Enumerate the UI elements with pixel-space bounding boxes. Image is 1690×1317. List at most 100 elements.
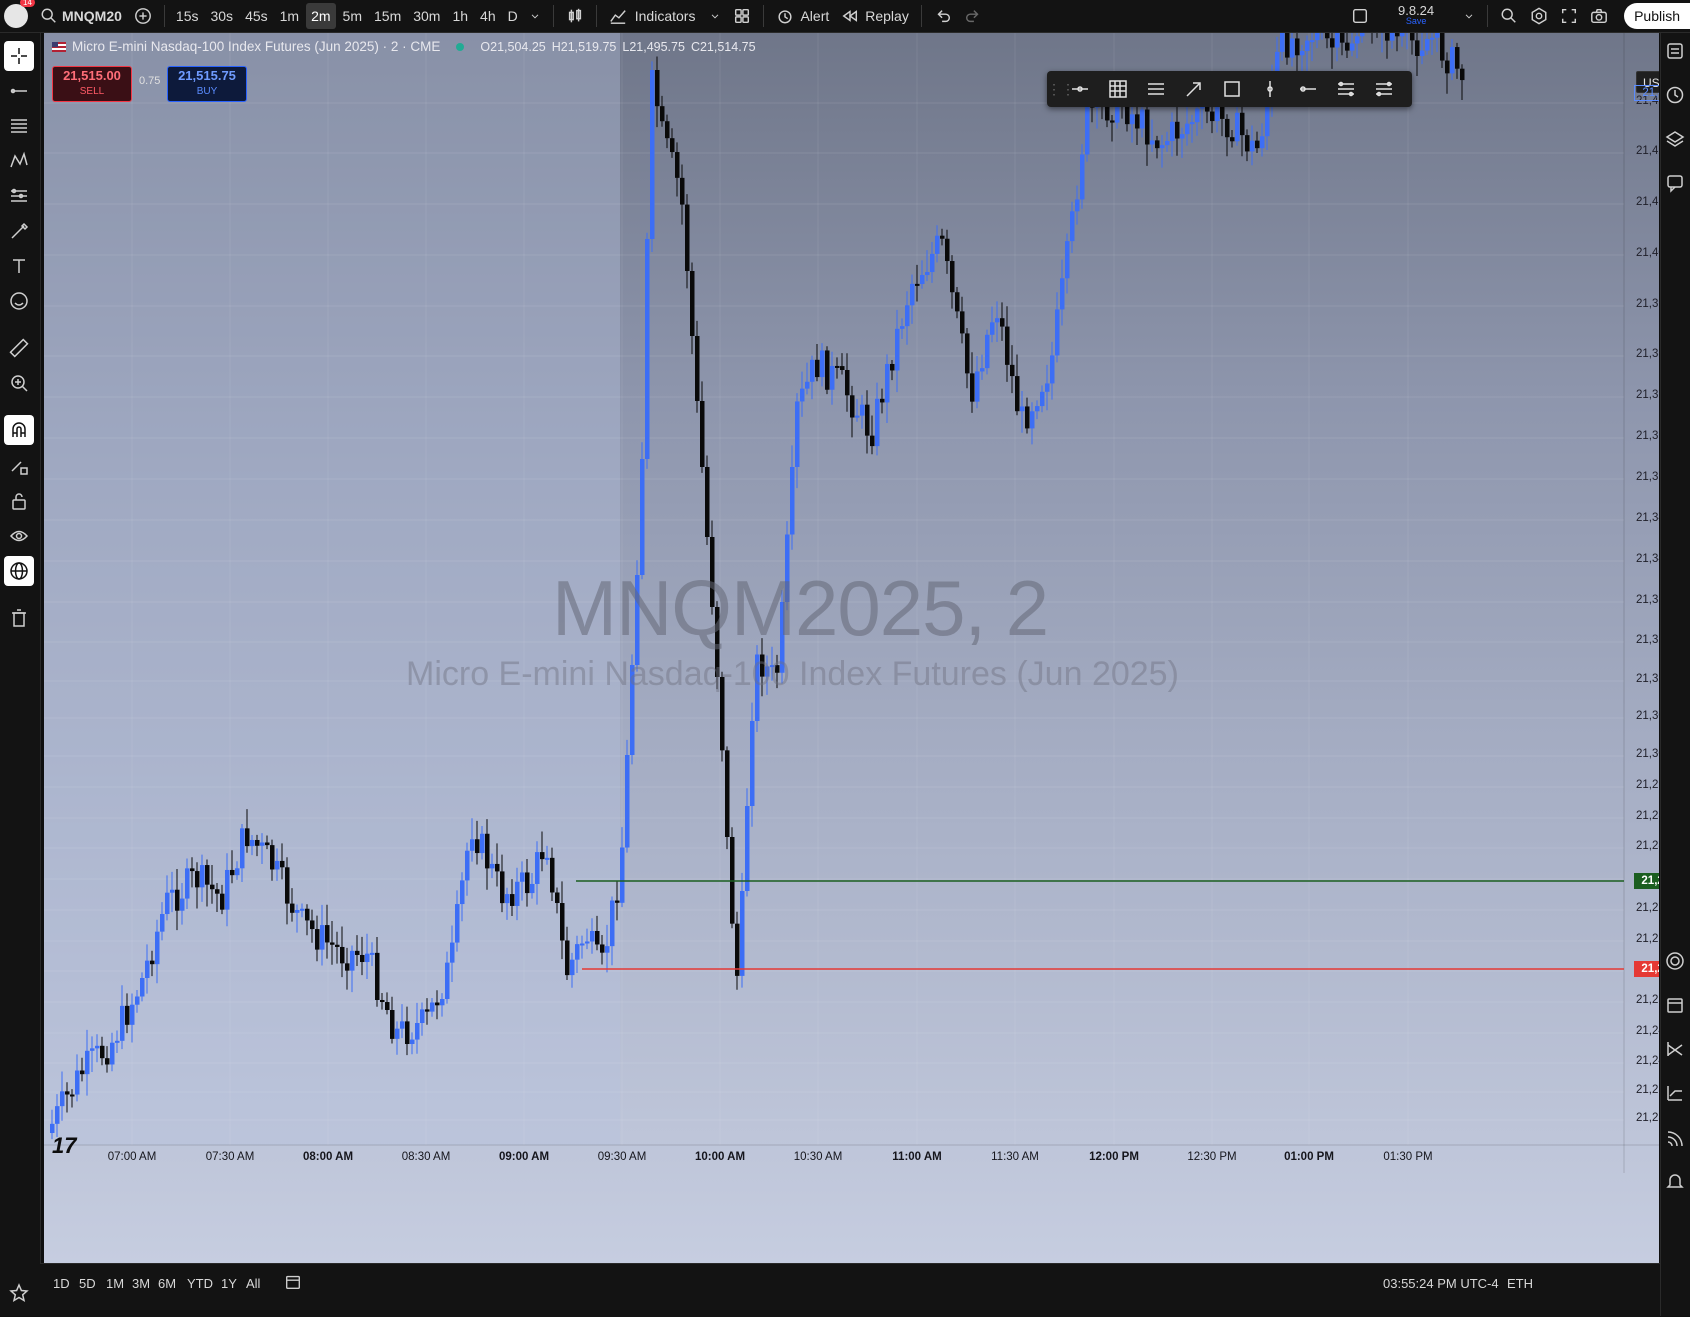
object-tree-button[interactable]: [1665, 129, 1689, 153]
streams-button[interactable]: [1665, 1127, 1689, 1151]
range-1d[interactable]: 1D: [53, 1276, 70, 1291]
ideas-button[interactable]: [1665, 1039, 1689, 1063]
currency-selector[interactable]: USD ⌄: [1636, 71, 1659, 93]
compare-symbol-button[interactable]: [128, 0, 158, 32]
fib-channel-tool[interactable]: [1327, 71, 1365, 107]
redo-button[interactable]: [958, 0, 988, 32]
calendar-button[interactable]: [1665, 995, 1689, 1019]
sell-button[interactable]: 21,515.00 SELL: [52, 66, 132, 102]
candle-body: [1005, 326, 1010, 365]
timeframe-45s[interactable]: 45s: [245, 8, 268, 24]
crosshair-tool-button[interactable]: [4, 41, 34, 71]
fib-tool-button[interactable]: [4, 111, 34, 141]
candle-body: [1175, 121, 1180, 139]
candle-body: [100, 1045, 105, 1059]
lock-drawings-button[interactable]: [4, 486, 34, 516]
grid-tool[interactable]: [1099, 71, 1137, 107]
symbol-search[interactable]: MNQM20: [34, 0, 128, 32]
emoji-tool-button[interactable]: [4, 286, 34, 316]
range-1y[interactable]: 1Y: [221, 1276, 237, 1291]
pattern-tool-button[interactable]: [4, 146, 34, 176]
user-avatar[interactable]: 14: [0, 0, 35, 32]
range-6m[interactable]: 6M: [158, 1276, 177, 1291]
undo-button[interactable]: [928, 0, 958, 32]
timeframe-30m[interactable]: 30m: [413, 8, 441, 24]
timeframe-4h[interactable]: 4h: [480, 8, 496, 24]
parallel-lines-tool[interactable]: [1137, 71, 1175, 107]
trading-panel-button[interactable]: [1665, 951, 1689, 975]
remove-drawings-button[interactable]: [4, 603, 34, 633]
buy-button[interactable]: 21,515.75 BUY: [167, 66, 247, 102]
range-all[interactable]: All: [246, 1276, 261, 1291]
rectangle-tool[interactable]: [1213, 71, 1251, 107]
timeframe-1h[interactable]: 1h: [452, 8, 469, 24]
indicators-button[interactable]: Indicators: [603, 0, 728, 32]
favorites-button[interactable]: [4, 1278, 34, 1308]
save-dropdown[interactable]: [1457, 0, 1481, 32]
layouts-button[interactable]: [727, 0, 757, 32]
replay-button[interactable]: Replay: [835, 0, 915, 32]
candle-body: [935, 235, 940, 254]
measure-tool-button[interactable]: [4, 333, 34, 363]
hide-drawings-button[interactable]: [4, 521, 34, 551]
notifications-button[interactable]: [1665, 1171, 1689, 1195]
sync-drawings-button[interactable]: [4, 556, 34, 586]
save-layout-button[interactable]: 9.8.24 Save: [1375, 0, 1457, 32]
publish-button[interactable]: Publish: [1624, 3, 1690, 29]
timeframe-1m[interactable]: 1m: [279, 8, 300, 24]
timeframe-15s[interactable]: 15s: [175, 8, 199, 24]
chart-type-button[interactable]: [560, 0, 590, 32]
quick-search-button[interactable]: [1494, 0, 1524, 32]
candle-body: [1075, 199, 1080, 212]
timeframe-30s[interactable]: 30s: [210, 8, 234, 24]
brush-tool-button[interactable]: [4, 216, 34, 246]
forecast-tool-button[interactable]: [4, 181, 34, 211]
timeframe-D[interactable]: D: [507, 8, 518, 24]
arrow-tool[interactable]: [1175, 71, 1213, 107]
magnet-tool-button[interactable]: [4, 415, 34, 445]
timeframe-15m[interactable]: 15m: [374, 8, 402, 24]
range-5d[interactable]: 5D: [79, 1276, 96, 1291]
candle-body: [235, 868, 240, 876]
candle-body: [190, 868, 195, 872]
chart-pane[interactable]: MNQM2025, 2 Micro E-mini Nasdaq-100 Inde…: [44, 33, 1659, 1263]
vertical-line-tool[interactable]: [1251, 71, 1289, 107]
zoom-tool-button[interactable]: [4, 368, 34, 398]
fullscreen-button[interactable]: [1554, 0, 1584, 32]
layout-square-button[interactable]: [1345, 0, 1375, 32]
candle-body: [175, 889, 180, 911]
watchlist-button[interactable]: [1665, 41, 1689, 65]
text-tool-button[interactable]: [4, 251, 34, 281]
snapshot-button[interactable]: [1584, 0, 1614, 32]
alerts-panel-button[interactable]: [1665, 85, 1689, 109]
candle-body: [605, 946, 610, 953]
forecast-lines-tool[interactable]: [1365, 71, 1403, 107]
range-ytd[interactable]: YTD: [187, 1276, 213, 1291]
candle-body: [950, 261, 955, 293]
candle-body: [695, 336, 700, 401]
timeframe-2m[interactable]: 2m: [306, 3, 336, 29]
legend-title[interactable]: Micro E-mini Nasdaq-100 Index Futures (J…: [72, 39, 441, 54]
candle-body: [110, 1042, 115, 1065]
horizontal-ray-tool[interactable]: [1061, 71, 1099, 107]
range-1m[interactable]: 1M: [106, 1276, 125, 1291]
range-3m[interactable]: 3M: [132, 1276, 151, 1291]
clock-label[interactable]: 03:55:24 PM UTC-4: [1383, 1276, 1499, 1291]
timeframe-5m[interactable]: 5m: [342, 8, 362, 24]
trendline-tool-button[interactable]: [4, 76, 34, 106]
chat-button[interactable]: [1665, 173, 1689, 197]
drag-handle[interactable]: ⋮⋮: [1047, 80, 1075, 97]
goto-date-button[interactable]: [284, 1273, 302, 1294]
candlestick-chart[interactable]: [44, 33, 1659, 1263]
alert-button[interactable]: Alert: [770, 0, 835, 32]
candle-body: [785, 534, 790, 602]
tradingview-logo[interactable]: 17: [52, 1133, 77, 1158]
screener-button[interactable]: [1665, 1083, 1689, 1107]
candle-body: [985, 334, 990, 369]
settings-button[interactable]: [1524, 0, 1554, 32]
candle-body: [940, 235, 945, 239]
timeframe-dropdown[interactable]: [523, 0, 547, 32]
stay-drawing-button[interactable]: [4, 451, 34, 481]
horizontal-line-tool[interactable]: [1289, 71, 1327, 107]
session-label[interactable]: ETH: [1507, 1276, 1533, 1291]
